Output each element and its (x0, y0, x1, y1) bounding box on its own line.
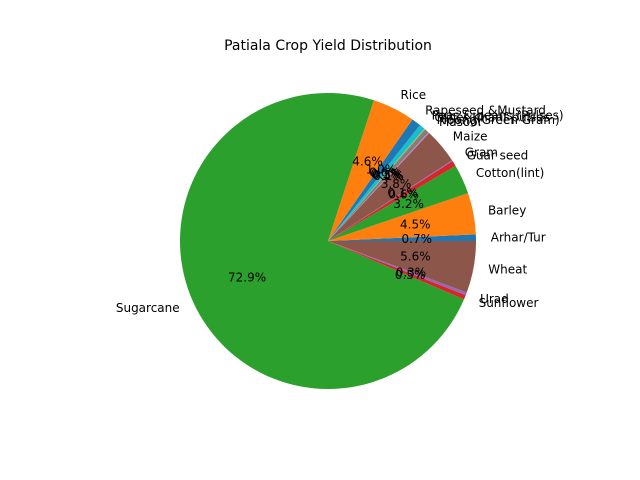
slice-label-cotton-lint: Cotton(lint) (476, 166, 544, 180)
pie-slice-rapeseed-mustard (328, 119, 420, 241)
pie-slice-peas-beans-pulses (328, 125, 425, 241)
chart-title: Patiala Crop Yield Distribution (224, 38, 432, 54)
slice-label-maize: Maize (453, 129, 488, 143)
slice-percent-sunflower: 0.5% (395, 268, 426, 282)
pie-slice-guar-seed (328, 161, 456, 241)
slice-label-barley: Barley (488, 204, 526, 218)
pie-slice-wheat (328, 241, 476, 293)
pie-labels: Arhar/Tur Barley Cotton(lint) Guar seedGram… (116, 88, 564, 315)
slice-percent-sugarcane: 72.9% (228, 271, 266, 285)
slice-percent-guar-seed: 0.6% (388, 187, 419, 201)
slice-label-masoor: Masoor (439, 115, 483, 129)
slice-label-urad: Urad (480, 292, 509, 306)
slice-label-sugarcane: Sugarcane (116, 301, 180, 315)
slice-percent-urad: 0.3% (396, 266, 427, 280)
pie-slice-arhar-tur (328, 234, 476, 241)
slice-label-peas-beans-pulses: Peas & beans (Pulses) (432, 108, 564, 122)
slice-label-arhar-tur: Arhar/Tur (491, 230, 546, 244)
slice-percent-masoor: 0.1% (373, 169, 404, 183)
slice-percent-arhar-tur: 0.7% (402, 232, 433, 246)
pie-slice-barley (328, 193, 476, 241)
pie-slice-masoor (328, 132, 430, 241)
slice-percent-peas-beans-pulses: 0.6% (369, 165, 400, 179)
slice-label-sunflower: Sunflower (479, 296, 539, 310)
slice-percent-moong-green-gram: 0.5% (372, 168, 403, 182)
slice-percent-gram: 0.1% (387, 186, 418, 200)
slice-percent-other-kharif-pulses: 0.1% (371, 167, 402, 181)
slice-percent-rapeseed-mustard: 1.0% (366, 163, 397, 177)
pie-slice-other-kharif-pulses (328, 128, 426, 241)
pie-slice-sunflower (328, 241, 466, 300)
pie-percent-labels: 0.7%4.5%3.2%0.6%0.1%3.8%0.1%0.5%0.1%0.6%… (228, 154, 432, 284)
pie-slice-sugarcane (179, 92, 464, 389)
slice-percent-rice: 4.6% (352, 154, 383, 168)
pie-slices (179, 92, 476, 389)
slice-label-guar-seed: Guar seed (467, 149, 529, 163)
slice-label-rice: Rice (400, 88, 426, 102)
slice-percent-wheat: 5.6% (400, 250, 431, 264)
pie-slice-rice (328, 100, 413, 241)
slice-label-other-kharif-pulses: Other Kharif pulses (434, 111, 549, 125)
pie-slice-urad (328, 241, 467, 296)
pie-slice-cotton-lint (328, 165, 469, 241)
slice-label-wheat: Wheat (488, 263, 527, 277)
pie-slice-maize (328, 133, 453, 241)
slice-percent-cotton-lint: 3.2% (393, 197, 424, 211)
pie-slice-moong-green-gram (328, 129, 429, 241)
slice-label-moong-green-gram: Moong(Green Gram) (437, 113, 560, 127)
slice-label-rapeseed-mustard: Rapeseed &Mustard (425, 103, 546, 117)
slice-label-gram: Gram (465, 146, 498, 160)
slice-percent-maize: 3.8% (381, 177, 412, 191)
slice-percent-barley: 4.5% (400, 217, 431, 231)
pie-slice-gram (328, 160, 453, 241)
